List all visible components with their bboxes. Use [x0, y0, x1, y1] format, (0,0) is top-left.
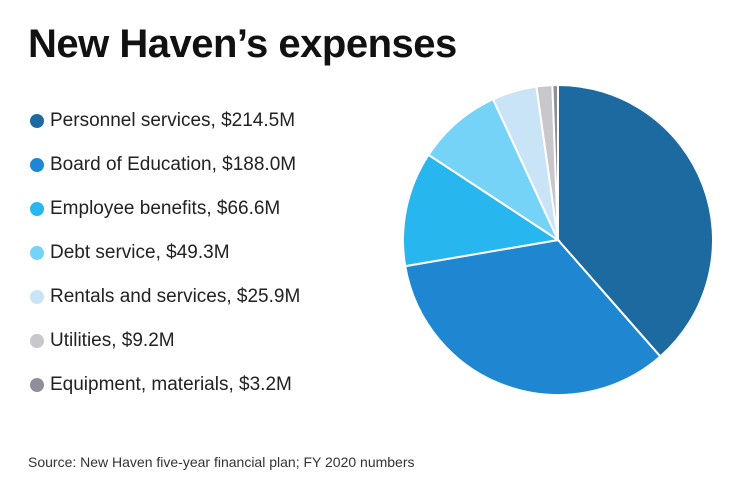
legend-item: Board of Education, $188.0M [30, 143, 390, 187]
legend-swatch [30, 378, 44, 392]
pie-chart-container [398, 80, 718, 400]
legend-label: Employee benefits, $66.6M [50, 198, 281, 219]
pie-slice [404, 238, 662, 396]
legend-label: Personnel services, $214.5M [50, 110, 296, 131]
source-note: Source: New Haven five-year financial pl… [28, 454, 415, 470]
pie-chart [402, 83, 714, 396]
legend-item: Employee benefits, $66.6M [30, 187, 390, 231]
legend-label: Equipment, materials, $3.2M [50, 374, 292, 395]
legend-swatch [30, 202, 44, 216]
legend-label: Utilities, $9.2M [50, 330, 175, 351]
chart-legend: Personnel services, $214.5M Board of Educ… [30, 99, 390, 407]
pie-slice [551, 83, 559, 241]
legend-label: Debt service, $49.3M [50, 242, 230, 263]
legend-swatch [30, 246, 44, 260]
legend-label: Board of Education, $188.0M [50, 154, 297, 175]
legend-swatch [30, 114, 44, 128]
legend-swatch [30, 334, 44, 348]
legend-label: Rentals and services, $25.9M [50, 286, 301, 307]
legend-item: Utilities, $9.2M [30, 319, 390, 363]
pie-slice [402, 153, 561, 268]
legend-item: Equipment, materials, $3.2M [30, 363, 390, 407]
legend-swatch [30, 290, 44, 304]
pie-slice [557, 83, 714, 358]
legend-item: Debt service, $49.3M [30, 231, 390, 275]
pie-slice [427, 97, 561, 243]
legend-item: Personnel services, $214.5M [30, 99, 390, 143]
chart-title: New Haven’s expenses [28, 22, 457, 66]
legend-swatch [30, 158, 44, 172]
legend-item: Rentals and services, $25.9M [30, 275, 390, 319]
